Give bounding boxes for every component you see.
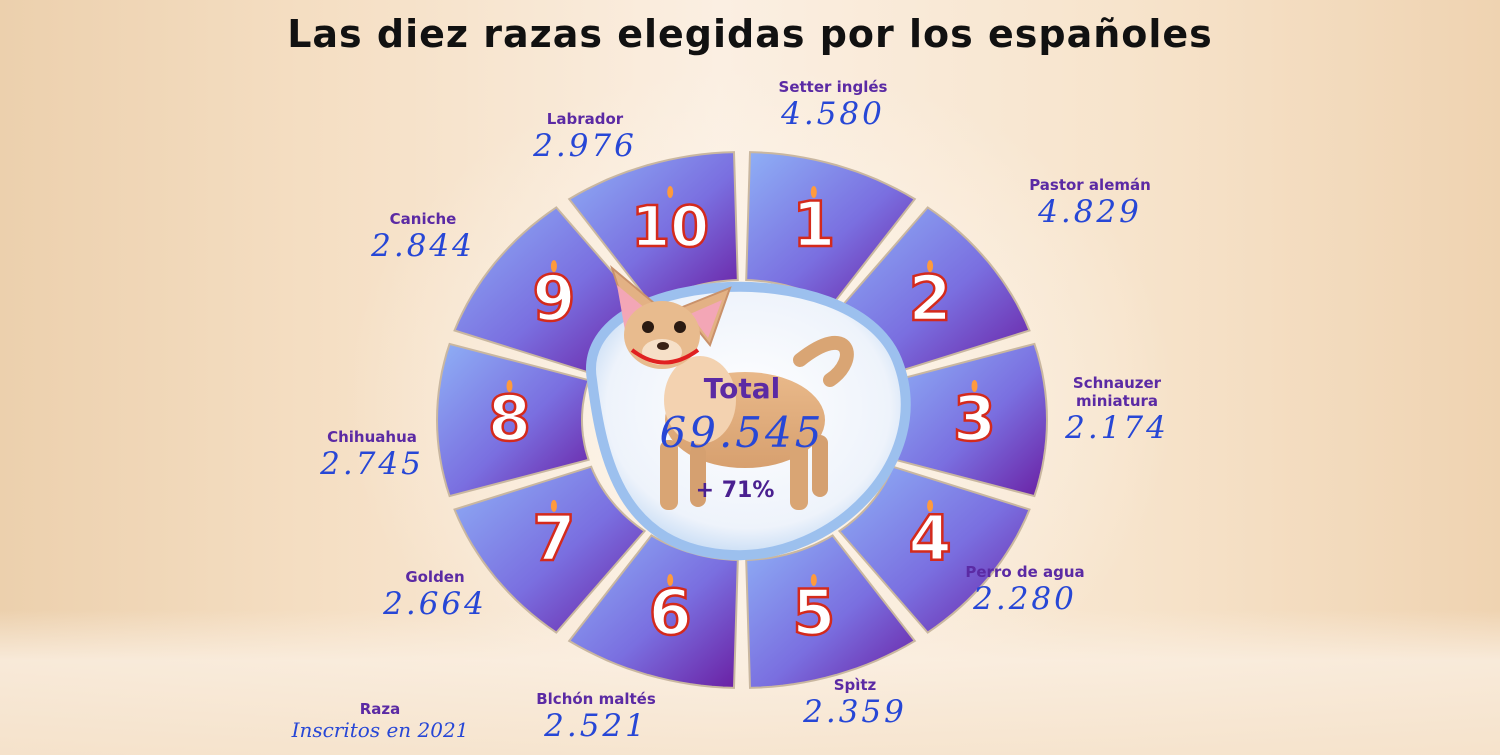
rank-digit-10: 10	[631, 195, 709, 260]
breed-count: 2.521	[544, 708, 648, 744]
rank-digit-7: 7	[532, 502, 575, 575]
breed-name: Perro de agua	[965, 563, 1085, 581]
breed-count: 4.829	[1038, 194, 1142, 230]
segment-7	[453, 465, 647, 634]
breed-name: Blchón maltés	[536, 690, 656, 708]
breed-count: 2.280	[973, 581, 1077, 617]
rank-digit-6: 6	[649, 576, 692, 649]
total-value: 69.545	[659, 408, 825, 457]
breed-label: Golden 2.664	[383, 568, 487, 622]
breed-name: Setter inglés	[778, 78, 888, 96]
rank-digit-8: 8	[488, 382, 531, 455]
candle-flame-icon	[550, 499, 557, 512]
breed-label: Caniche 2.844	[371, 210, 475, 264]
breed-label: Blchón maltés 2.521	[536, 690, 656, 744]
candle-flame-icon	[810, 186, 817, 198]
chihuahua-dog-icon	[609, 265, 854, 510]
chart-title: Las diez razas elegidas por los españole…	[287, 12, 1213, 56]
candle-flame-icon	[927, 260, 934, 273]
segment-4	[837, 465, 1031, 634]
breed-label: Labrador 2.976	[533, 110, 637, 164]
growth-percent: + 71%	[695, 478, 775, 503]
breed-count: 2.976	[533, 128, 637, 164]
legend: Raza Inscritos en 2021	[292, 700, 469, 742]
breed-count: 4.580	[781, 96, 885, 132]
candle-flame-icon	[927, 499, 934, 512]
breed-name: Pastor alemán	[1029, 176, 1151, 194]
breed-count: 2.844	[371, 228, 475, 264]
breed-label: Chihuahua 2.745	[320, 428, 424, 482]
rank-digit-5: 5	[792, 576, 835, 649]
breed-count: 2.745	[320, 446, 424, 482]
breed-label: Spìtz 2.359	[803, 676, 907, 730]
breed-label: Pastor alemán 4.829	[1029, 176, 1151, 230]
breed-label: Setter inglés 4.580	[779, 78, 888, 132]
rank-digit-2: 2	[909, 262, 952, 335]
rank-digit-4: 4	[909, 502, 952, 575]
candle-flame-icon	[667, 574, 674, 586]
rank-digit-9: 9	[532, 262, 575, 335]
breed-name: Golden	[405, 568, 465, 586]
legend-label: Raza	[359, 700, 401, 718]
total-label: Total	[703, 372, 781, 405]
breed-name: Caniche	[389, 210, 457, 228]
breed-count: 2.359	[803, 694, 907, 730]
rank-digit-1: 1	[792, 188, 835, 261]
breed-name: Spìtz	[833, 676, 877, 694]
candle-flame-icon	[971, 380, 978, 392]
breed-name: Chihuahua	[327, 428, 417, 446]
candle-flame-icon	[506, 380, 513, 392]
breed-name: Schnauzer miniatura	[1072, 374, 1162, 410]
breed-count: 2.664	[383, 586, 487, 622]
breed-count: 2.174	[1065, 410, 1169, 446]
candle-flame-icon	[667, 186, 674, 198]
candle-flame-icon	[550, 260, 557, 273]
breed-label: Schnauzer miniatura 2.174	[1057, 374, 1177, 446]
legend-sublabel: Inscritos en 2021	[291, 718, 469, 742]
breed-name: Labrador	[546, 110, 624, 128]
candle-flame-icon	[810, 574, 817, 586]
breed-label: Perro de agua 2.280	[965, 563, 1084, 617]
rank-digit-3: 3	[953, 382, 996, 455]
